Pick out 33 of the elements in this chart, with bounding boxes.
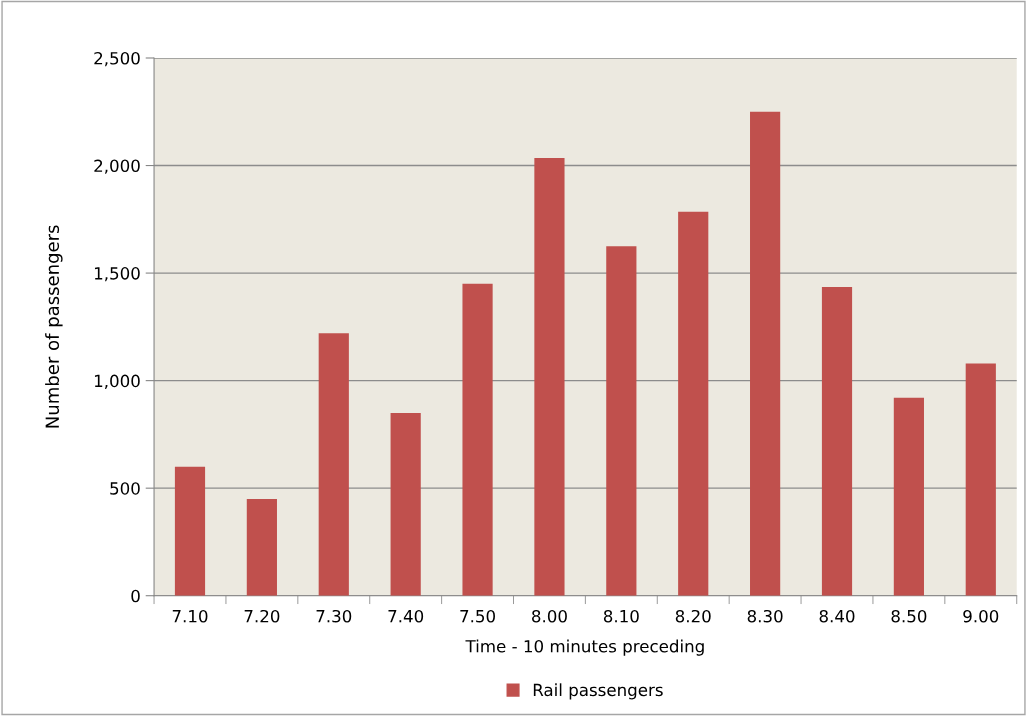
bar — [750, 111, 781, 596]
y-axis-title: Number of passengers — [45, 225, 63, 428]
x-tick-label: 9.00 — [963, 609, 999, 623]
bar — [174, 466, 206, 596]
bar — [462, 283, 493, 596]
y-tick-label: 500 — [110, 482, 140, 495]
bar — [390, 412, 421, 596]
bar — [893, 397, 924, 596]
bar — [534, 158, 565, 596]
bar — [821, 287, 853, 596]
y-tick-label: 2,000 — [94, 159, 140, 174]
x-tick-label: 8.30 — [747, 609, 783, 623]
bar — [965, 363, 996, 596]
x-tick-label: 7.30 — [316, 609, 352, 623]
bar — [678, 211, 709, 596]
y-tick-label: 2,500 — [94, 51, 140, 67]
x-axis-title: Time - 10 minutes preceding — [465, 639, 704, 656]
x-tick-label: 7.10 — [172, 609, 208, 623]
x-tick-label: 8.50 — [891, 609, 927, 623]
x-tick-label: 8.40 — [819, 609, 855, 623]
x-tick-label: 7.40 — [388, 609, 424, 623]
bar — [246, 498, 277, 596]
bar — [606, 246, 637, 596]
y-tick-label: 1,500 — [94, 267, 140, 282]
bar — [318, 333, 349, 596]
x-tick-label: 7.50 — [460, 609, 495, 623]
y-tick-label: 1,000 — [94, 374, 140, 389]
x-tick-label: 7.20 — [244, 609, 280, 623]
x-tick-label: 8.10 — [603, 609, 639, 623]
y-tick-label: 0 — [131, 589, 140, 603]
x-tick-label: 8.00 — [532, 609, 567, 623]
legend-label: Rail passengers — [533, 683, 663, 700]
x-tick-label: 8.20 — [675, 609, 711, 623]
